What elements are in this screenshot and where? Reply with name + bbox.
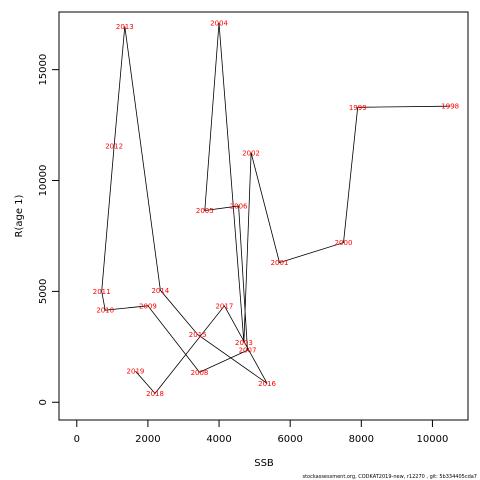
x-tick-label: 4000 bbox=[206, 434, 231, 445]
x-tick-label: 6000 bbox=[277, 434, 302, 445]
year-label-2016: 2016 bbox=[258, 380, 276, 388]
year-label-2011: 2011 bbox=[93, 288, 111, 296]
year-label-2019: 2019 bbox=[127, 368, 145, 376]
year-label-2002: 2002 bbox=[242, 149, 260, 157]
y-tick-label: 10000 bbox=[38, 165, 49, 197]
x-tick-label: 0 bbox=[74, 434, 80, 445]
year-label-2001: 2001 bbox=[271, 259, 289, 267]
year-label-1998: 1998 bbox=[441, 103, 459, 111]
x-tick-label: 10000 bbox=[417, 434, 449, 445]
year-label-2012: 2012 bbox=[105, 143, 123, 151]
year-label-2000: 2000 bbox=[335, 239, 353, 247]
year-label-2013: 2013 bbox=[116, 23, 134, 31]
year-label-2006: 2006 bbox=[230, 203, 248, 211]
x-axis-title: SSB bbox=[254, 458, 274, 469]
year-label-2015: 2015 bbox=[189, 331, 207, 339]
y-tick-label: 0 bbox=[38, 399, 49, 405]
year-label-2009: 2009 bbox=[139, 302, 157, 310]
year-label-2008: 2008 bbox=[191, 369, 209, 377]
y-axis-title: R(age 1) bbox=[14, 194, 25, 237]
footer-text: stockassessment.org, CODKAT2019-new, r12… bbox=[302, 474, 477, 480]
x-axis: 0 2000 4000 6000 8000 10000 bbox=[74, 419, 449, 445]
year-label-2003: 2003 bbox=[235, 339, 253, 347]
year-label-2010: 2010 bbox=[96, 307, 114, 315]
year-label-2007: 2007 bbox=[239, 347, 257, 355]
year-label-2014: 2014 bbox=[151, 287, 169, 295]
y-axis: 0 5000 10000 15000 bbox=[38, 54, 60, 405]
y-tick-label: 15000 bbox=[38, 54, 49, 86]
year-label-2017: 2017 bbox=[215, 302, 233, 310]
year-label-2004: 2004 bbox=[210, 20, 228, 28]
recruitment-series-line bbox=[101, 23, 451, 395]
year-label-1999: 1999 bbox=[349, 104, 367, 112]
x-tick-label: 8000 bbox=[349, 434, 374, 445]
y-tick-label: 5000 bbox=[38, 279, 49, 304]
year-label-2005: 2005 bbox=[196, 207, 214, 215]
year-labels: 1998 1999 2000 2001 2002 2003 2004 2005 2006 2007… bbox=[93, 20, 459, 398]
x-tick-label: 2000 bbox=[135, 434, 160, 445]
year-label-2018: 2018 bbox=[146, 390, 164, 398]
